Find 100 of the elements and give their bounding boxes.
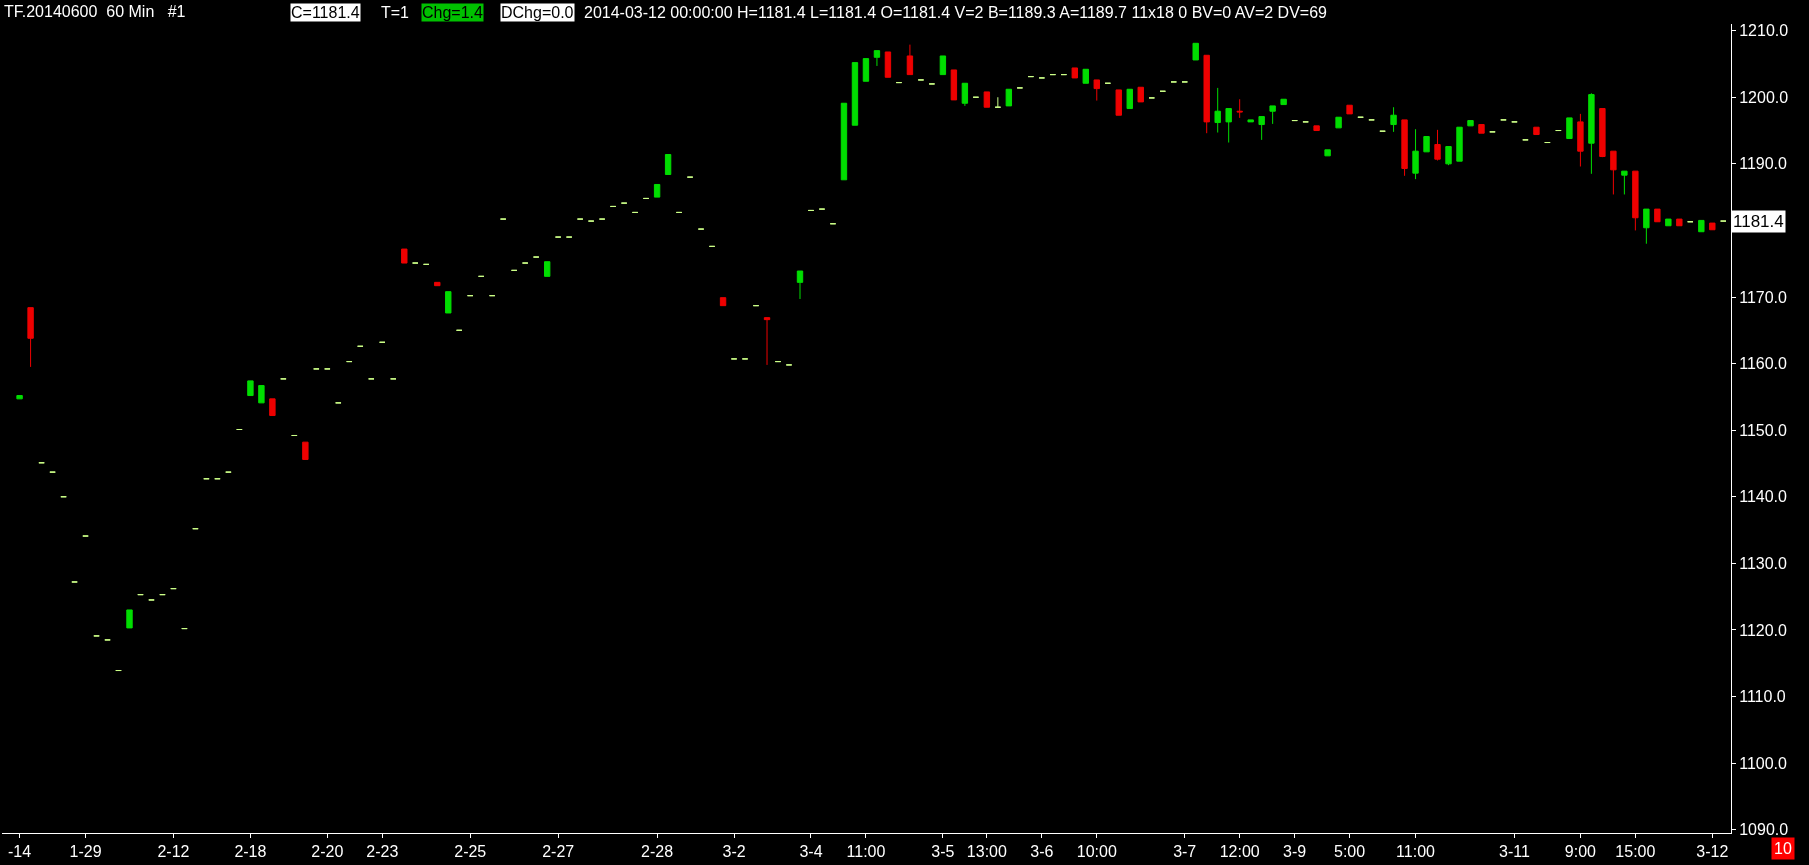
candlestick [1137, 86, 1144, 103]
candlestick [1467, 120, 1474, 127]
y-tick-label: 1150.0 [1739, 421, 1788, 439]
y-tick-label: 1100.0 [1739, 754, 1788, 772]
candlestick [1456, 126, 1463, 162]
candlestick [851, 62, 859, 126]
candlestick [1643, 208, 1650, 245]
y-tick-label: 1120.0 [1739, 621, 1788, 639]
candlestick [1346, 104, 1353, 115]
candlestick [1335, 116, 1342, 129]
candlestick [1566, 117, 1573, 140]
candlestick [1577, 113, 1584, 167]
text: 10 [1774, 840, 1792, 857]
candlestick [884, 51, 892, 78]
candlestick [1115, 89, 1122, 116]
candlestick [1445, 146, 1452, 166]
candlestick [16, 395, 23, 400]
candlestick [1071, 67, 1078, 79]
candlestick [1236, 98, 1243, 119]
candlestick [1390, 106, 1397, 133]
candlestick [247, 380, 254, 397]
x-tick-label: 2-25 [454, 843, 487, 861]
x-tick-label: 3-4 [799, 843, 823, 861]
candlestick [862, 58, 870, 82]
candlestick [1280, 98, 1287, 106]
candlestick [1401, 119, 1408, 177]
candlestick [126, 609, 133, 629]
x-tick-label: 11:00 [1396, 843, 1436, 861]
candlestick [1093, 79, 1100, 102]
candlestick [1203, 54, 1210, 134]
x-tick-label: 3-11 [1499, 843, 1530, 861]
candlestick [664, 154, 672, 175]
x-tick-label: 2-18 [234, 843, 267, 861]
candlestick [1258, 116, 1265, 141]
y-tick-label: 1190.0 [1739, 155, 1788, 173]
y-tick-label: 1140.0 [1739, 488, 1788, 506]
text: DChg=0.0 [501, 4, 574, 21]
candlestick [840, 102, 848, 181]
text: T=1 [381, 4, 410, 21]
candlestick [27, 307, 34, 368]
candlestick [1654, 208, 1661, 223]
x-tick-label: 2-27 [542, 843, 575, 861]
candlestick [401, 248, 408, 264]
candlestick [994, 96, 1002, 108]
candlestick [269, 398, 276, 417]
candlestick [1434, 129, 1441, 161]
y-tick-label: 1200.0 [1739, 88, 1789, 106]
candlestick [763, 317, 771, 366]
candlestick [1588, 92, 1595, 175]
candlestick [1709, 222, 1716, 231]
candlestick [873, 50, 881, 67]
text: Chg=1.4 [422, 4, 484, 21]
candlestick [544, 261, 551, 277]
text: 2014-03-12 00:00:00 H=1181.4 L=1181.4 O=1181.4 V=2 B=1189.3 A=1189.7 11x18 0 BV=0 AV=2 DV=69 [584, 4, 1328, 21]
candlestick [1610, 150, 1617, 195]
y-tick-label: 1210.0 [1739, 22, 1789, 40]
candlestick [1269, 105, 1276, 125]
candlestick [983, 91, 991, 108]
candlestick [906, 44, 914, 76]
candlestick [939, 55, 947, 76]
x-tick-label: 3-2 [722, 843, 746, 861]
x-tick-label: 2-23 [366, 843, 399, 861]
candlestick [1005, 88, 1013, 107]
candlestick [445, 291, 452, 314]
x-tick-label: 2-28 [641, 843, 674, 861]
candlestick [258, 385, 265, 404]
x-tick-label: -14 [8, 843, 32, 861]
x-tick-label: 10:00 [1076, 843, 1117, 861]
x-tick-label: 3-7 [1173, 843, 1197, 861]
x-tick-label: 1-29 [69, 843, 102, 861]
candlestick [1676, 218, 1683, 227]
candlestick [1192, 42, 1199, 61]
candlestick [1621, 170, 1628, 195]
candlestick [1632, 170, 1639, 231]
x-tick-label: 2-12 [157, 843, 190, 861]
candlestick [961, 82, 969, 107]
candlestick [1412, 128, 1419, 180]
candlestick [1423, 136, 1430, 153]
candlestick [1313, 125, 1320, 132]
x-tick-label: 3-6 [1030, 843, 1054, 861]
x-tick-label: 5:00 [1334, 843, 1366, 861]
candlestick [302, 441, 309, 460]
x-tick-label: 2-20 [311, 843, 344, 861]
x-tick-label: 15:00 [1615, 843, 1656, 861]
candlestick [1126, 88, 1133, 110]
y-tick-label: 1170.0 [1739, 288, 1788, 306]
y-tick-label: 1090.0 [1739, 821, 1789, 839]
x-tick-label: 11:00 [846, 843, 886, 861]
candlestick [653, 183, 661, 198]
x-tick-label: 3-5 [931, 843, 955, 861]
candlestick [1324, 149, 1331, 157]
candlestick [1665, 218, 1672, 227]
candlestick [434, 281, 441, 287]
candlestick [1599, 108, 1606, 158]
chart-title: TF.20140600 60 Min #1 [4, 3, 186, 20]
candlestick [1698, 219, 1705, 233]
candlestick [719, 297, 727, 307]
x-tick-label: 9:00 [1564, 843, 1597, 861]
candlestick [1533, 126, 1540, 136]
x-tick-label: 12:00 [1219, 843, 1260, 861]
